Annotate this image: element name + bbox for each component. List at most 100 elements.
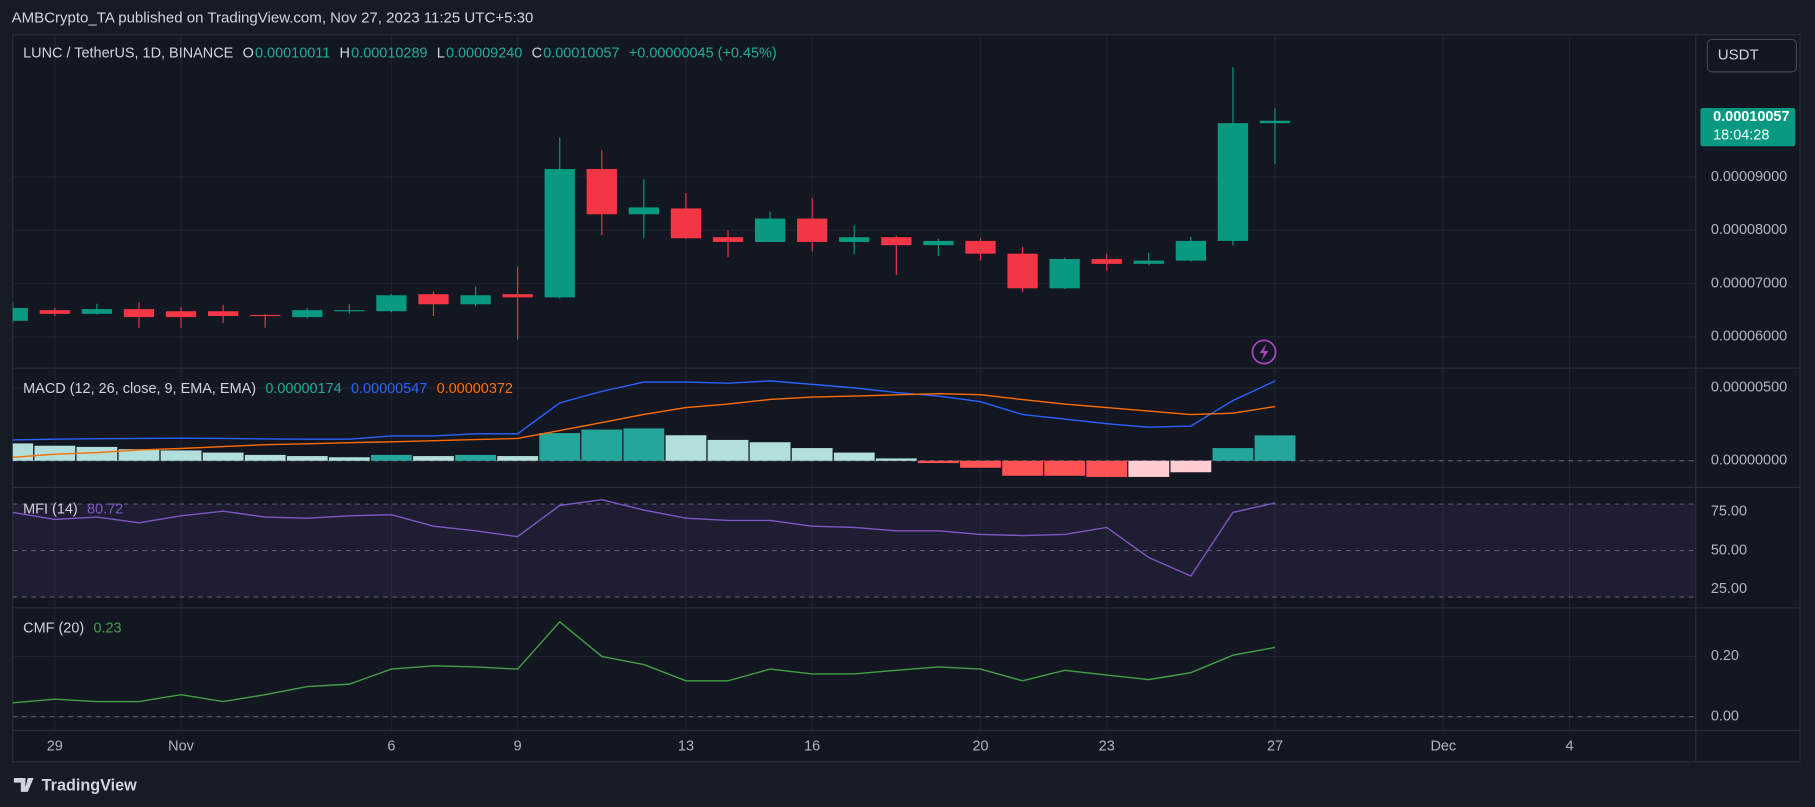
histogram-bar bbox=[707, 439, 749, 461]
candle-body bbox=[292, 310, 323, 318]
candle-body bbox=[965, 240, 996, 254]
candle-body bbox=[418, 294, 449, 305]
histogram-bar bbox=[749, 442, 791, 461]
legend-key: H bbox=[340, 45, 350, 61]
y-tick-label: 0.00006000 bbox=[1711, 329, 1787, 345]
legend-value: 0.00000547 bbox=[351, 381, 427, 397]
histogram-bar bbox=[328, 457, 370, 461]
currency-label[interactable]: USDT bbox=[1718, 47, 1759, 64]
x-tick-label: 23 bbox=[1099, 739, 1115, 755]
symbol: LUNC / TetherUS, 1D, BINANCE bbox=[23, 45, 234, 61]
candle-body bbox=[123, 309, 155, 318]
candle-body bbox=[712, 237, 744, 242]
histogram-bar bbox=[202, 452, 244, 461]
legend-change: +0.00000045 (+0.45%) bbox=[629, 45, 777, 61]
candle-body bbox=[502, 294, 533, 298]
candle-body bbox=[12, 308, 28, 321]
candle-body bbox=[1217, 123, 1249, 241]
legend-key: C bbox=[532, 45, 542, 61]
alert-icon[interactable] bbox=[1251, 339, 1277, 365]
candle-body bbox=[754, 218, 786, 242]
candle-body bbox=[376, 295, 407, 312]
x-tick-label: 6 bbox=[387, 739, 395, 755]
histogram-bar bbox=[665, 435, 707, 461]
brand: TradingView bbox=[13, 776, 137, 794]
price-badge bbox=[1700, 107, 1796, 147]
candle-body bbox=[1175, 240, 1207, 261]
histogram-bar bbox=[286, 456, 328, 461]
y-tick-label: 75.00 bbox=[1711, 504, 1747, 520]
price-badge-countdown: 18:04:28 bbox=[1713, 128, 1769, 144]
currency-button[interactable]: USDT bbox=[1706, 38, 1798, 73]
brand-name: TradingView bbox=[42, 776, 137, 794]
plot-area bbox=[12, 34, 1696, 731]
y-tick-label: 25.00 bbox=[1711, 581, 1747, 597]
brand-logo bbox=[13, 777, 34, 792]
y-tick-label: 0.00009000 bbox=[1711, 169, 1787, 185]
histogram-bar bbox=[497, 456, 539, 461]
currency-button-box[interactable] bbox=[1706, 38, 1798, 73]
candle-body bbox=[544, 169, 575, 298]
candle-body bbox=[207, 311, 239, 317]
x-tick-label: 9 bbox=[514, 739, 522, 755]
mfi-legend: MFI (14) 80.72 bbox=[23, 501, 123, 517]
indicator-title: CMF (20) bbox=[23, 620, 84, 636]
histogram-bar bbox=[413, 456, 454, 461]
indicator-line bbox=[12, 393, 1276, 458]
candle-body bbox=[334, 310, 365, 312]
histogram-bar bbox=[581, 429, 623, 461]
chart-frame bbox=[12, 34, 1801, 763]
candle-body bbox=[81, 309, 113, 314]
macd-legend: MACD (12, 26, close, 9, EMA, EMA) 0.00000… bbox=[23, 381, 513, 397]
indicator-line bbox=[12, 380, 1276, 441]
histogram-bar bbox=[1044, 460, 1086, 476]
histogram-bar bbox=[1170, 460, 1212, 473]
indicator-line bbox=[12, 620, 1276, 704]
candle-body bbox=[39, 310, 70, 314]
histogram-bar bbox=[244, 454, 286, 461]
histogram-bar bbox=[1254, 435, 1296, 461]
histogram-bar bbox=[34, 445, 76, 461]
candle-body bbox=[1091, 259, 1122, 264]
pane-separators bbox=[12, 34, 1800, 762]
histogram-bar bbox=[833, 452, 875, 461]
candle-body bbox=[250, 314, 281, 317]
legend-value: 0.23 bbox=[93, 620, 121, 636]
y-tick-label: 0.00 bbox=[1711, 708, 1739, 724]
legend-value: 0.00000174 bbox=[265, 381, 341, 397]
candle-body bbox=[1259, 120, 1291, 124]
candle-body bbox=[1007, 253, 1038, 289]
histogram-bar bbox=[875, 458, 917, 461]
x-tick-label: 27 bbox=[1267, 739, 1283, 755]
histogram-bar bbox=[371, 454, 412, 461]
legend-value: 0.00009240 bbox=[446, 45, 522, 61]
candle-body bbox=[460, 295, 491, 305]
y-tick-label: 0.00000500 bbox=[1711, 380, 1787, 396]
histogram-bar bbox=[1086, 460, 1128, 477]
legend-value: 0.00010057 bbox=[543, 45, 619, 61]
candle-body bbox=[628, 207, 660, 215]
y-tick-label: 0.00008000 bbox=[1711, 222, 1787, 238]
candle-body bbox=[923, 240, 954, 246]
legend-key: L bbox=[437, 45, 445, 61]
cmf-legend: CMF (20) 0.23 bbox=[23, 620, 121, 636]
axes: 29 Nov 6 9 13 16 20 23 27 Dec 4 0.00006000 0.0000700… bbox=[47, 107, 1796, 755]
indicator-line bbox=[12, 498, 1276, 577]
histogram-bar bbox=[1002, 460, 1043, 476]
candle-body bbox=[881, 237, 912, 246]
histogram-bar bbox=[960, 460, 1001, 468]
y-tick-label: 0.00007000 bbox=[1711, 275, 1787, 291]
alert-bolt bbox=[1259, 343, 1269, 361]
legend-value: 80.72 bbox=[87, 501, 123, 517]
histogram-bar bbox=[1128, 460, 1170, 477]
x-tick-label: 13 bbox=[678, 739, 694, 755]
candle-body bbox=[839, 237, 870, 242]
indicator-title: MACD (12, 26, close, 9, EMA, EMA) bbox=[23, 381, 256, 397]
x-tick-label: 29 bbox=[47, 739, 63, 755]
x-tick-label: Nov bbox=[168, 739, 194, 755]
histogram-bar bbox=[1212, 448, 1254, 461]
candle-body bbox=[586, 169, 617, 215]
price-badge-value: 0.00010057 bbox=[1713, 109, 1789, 125]
